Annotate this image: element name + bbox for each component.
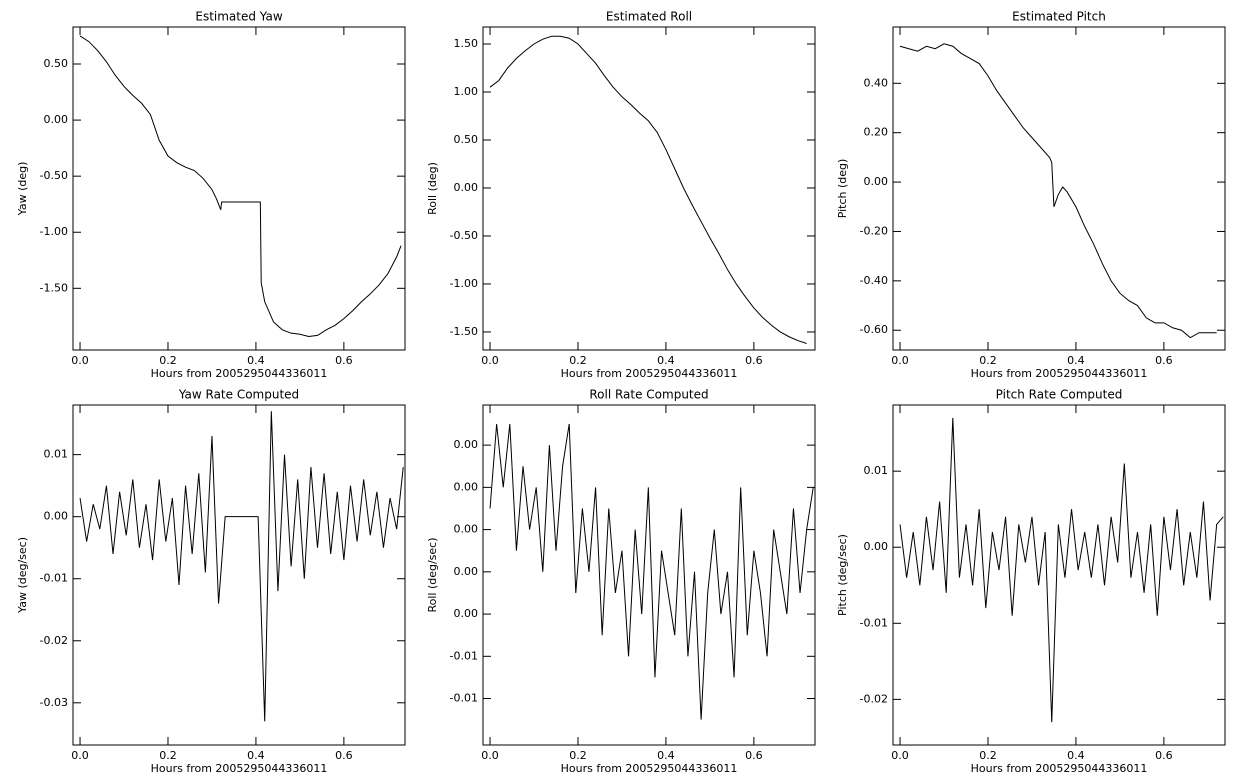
y-tick-label: -0.01 <box>860 616 888 629</box>
data-line <box>79 35 402 338</box>
data-line <box>489 423 814 720</box>
y-tick-label: -1.50 <box>40 281 68 294</box>
y-tick-label: 0.20 <box>864 126 889 139</box>
chart-title: Estimated Roll <box>606 10 692 24</box>
x-tick-label: 0.2 <box>979 354 997 367</box>
y-tick-label: -0.20 <box>860 224 888 237</box>
x-tick-label: 0.6 <box>1155 354 1173 367</box>
x-axis-label: Hours from 2005295044336011 <box>971 367 1148 380</box>
y-tick-label: 0.00 <box>454 607 479 620</box>
y-tick-label: 0.00 <box>454 565 479 578</box>
y-tick-label: -1.50 <box>450 325 478 338</box>
data-line <box>489 35 807 344</box>
x-tick-label: 0.6 <box>745 749 763 762</box>
y-tick-label: 1.50 <box>454 37 479 50</box>
y-tick-label: 0.50 <box>44 57 69 70</box>
x-tick-label: 0.2 <box>569 354 587 367</box>
y-tick-label: -0.60 <box>860 323 888 336</box>
plot-frame <box>892 404 1226 746</box>
y-tick-label: 0.40 <box>864 76 889 89</box>
y-tick-label: -0.03 <box>40 696 68 709</box>
x-tick-label: 0.6 <box>1155 749 1173 762</box>
x-tick-label: 0.0 <box>891 354 909 367</box>
y-axis-label: Roll (deg) <box>426 162 439 215</box>
y-axis-label: Roll (deg/sec) <box>426 537 439 612</box>
chart-title: Pitch Rate Computed <box>996 388 1123 402</box>
y-tick-label: -0.50 <box>40 169 68 182</box>
x-tick-label: 0.2 <box>159 354 177 367</box>
y-tick-label: 1.00 <box>454 85 479 98</box>
y-tick-label: 0.00 <box>44 510 69 523</box>
y-tick-label: -0.02 <box>40 634 68 647</box>
chart-title: Yaw Rate Computed <box>178 388 299 402</box>
x-axis-label: Hours from 2005295044336011 <box>561 762 738 775</box>
y-tick-label: 0.00 <box>454 480 479 493</box>
x-tick-label: 0.0 <box>481 749 499 762</box>
y-tick-label: -0.01 <box>450 649 478 662</box>
x-axis-label: Hours from 2005295044336011 <box>151 762 328 775</box>
chart-title: Roll Rate Computed <box>589 388 708 402</box>
x-tick-label: 0.4 <box>1067 749 1085 762</box>
data-line <box>899 43 1217 339</box>
x-tick-label: 0.4 <box>247 749 265 762</box>
x-tick-label: 0.6 <box>335 749 353 762</box>
data-line <box>899 417 1224 723</box>
plot-frame <box>482 26 816 351</box>
y-tick-label: 0.00 <box>864 175 889 188</box>
plot-frame <box>72 26 406 351</box>
y-tick-label: 0.01 <box>864 464 889 477</box>
y-axis-label: Pitch (deg) <box>836 159 849 219</box>
chart-title: Estimated Yaw <box>195 10 282 24</box>
chart-title: Estimated Pitch <box>1012 10 1106 24</box>
y-tick-label: -0.40 <box>860 274 888 287</box>
x-tick-label: 0.0 <box>891 749 909 762</box>
y-tick-label: 0.00 <box>454 438 479 451</box>
y-tick-label: -0.02 <box>860 692 888 705</box>
x-axis-label: Hours from 2005295044336011 <box>561 367 738 380</box>
y-tick-label: -0.01 <box>450 692 478 705</box>
x-axis-label: Hours from 2005295044336011 <box>971 762 1148 775</box>
x-tick-label: 0.2 <box>979 749 997 762</box>
y-tick-label: -1.00 <box>40 225 68 238</box>
x-tick-label: 0.0 <box>71 354 89 367</box>
y-tick-label: 0.01 <box>44 448 69 461</box>
x-tick-label: 0.0 <box>481 354 499 367</box>
y-axis-label: Pitch (deg/sec) <box>836 534 849 616</box>
y-tick-label: -1.00 <box>450 277 478 290</box>
x-tick-label: 0.4 <box>1067 354 1085 367</box>
x-tick-label: 0.4 <box>657 354 675 367</box>
y-tick-label: 0.00 <box>454 181 479 194</box>
y-tick-label: -0.01 <box>40 572 68 585</box>
data-line <box>79 411 404 722</box>
x-tick-label: 0.6 <box>335 354 353 367</box>
x-tick-label: 0.2 <box>159 749 177 762</box>
x-tick-label: 0.2 <box>569 749 587 762</box>
plot-frame <box>892 26 1226 351</box>
plot-frame <box>72 404 406 746</box>
x-tick-label: 0.4 <box>247 354 265 367</box>
x-tick-label: 0.0 <box>71 749 89 762</box>
plot-frame <box>482 404 816 746</box>
y-tick-label: 0.00 <box>864 540 889 553</box>
x-tick-label: 0.6 <box>745 354 763 367</box>
y-tick-label: 0.50 <box>454 133 479 146</box>
x-axis-label: Hours from 2005295044336011 <box>151 367 328 380</box>
y-axis-label: Yaw (deg) <box>16 162 29 217</box>
y-tick-label: 0.00 <box>454 523 479 536</box>
y-axis-label: Yaw (deg/sec) <box>16 537 29 614</box>
y-tick-label: 0.00 <box>44 113 69 126</box>
x-tick-label: 0.4 <box>657 749 675 762</box>
y-tick-label: -0.50 <box>450 229 478 242</box>
